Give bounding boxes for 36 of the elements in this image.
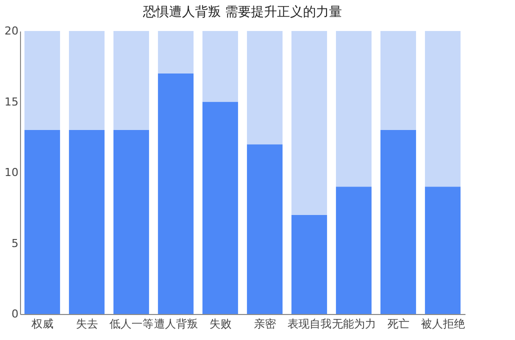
bar: [424, 186, 461, 314]
y-tick-label: 15: [4, 95, 18, 108]
x-tick-label: 亲密: [254, 318, 276, 330]
bar: [68, 31, 105, 130]
x-tick-label: 被人拒绝: [420, 318, 465, 330]
y-tick-label: 20: [4, 24, 18, 38]
bar: [246, 31, 283, 144]
y-tick-label: 0: [12, 308, 18, 320]
bar: [158, 73, 194, 314]
bar: [113, 31, 150, 130]
y-tick-label: 5: [12, 236, 18, 250]
bar: [291, 214, 328, 314]
bar: [158, 31, 194, 74]
bar: [336, 186, 372, 314]
bar: [424, 31, 461, 187]
x-tick-label: 死亡: [387, 318, 410, 330]
bar: [113, 130, 150, 314]
bar: [246, 144, 283, 314]
x-tick-label: 失去: [76, 318, 98, 330]
chart-title: 恐惧遭人背叛 需要提升正义的力量: [142, 5, 342, 20]
x-tick-label: 低人一等: [109, 318, 154, 330]
x-tick-label: 无能为力: [332, 318, 376, 330]
bar: [202, 31, 238, 102]
x-tick-label: 权威: [30, 318, 54, 330]
y-tick-label: 10: [4, 166, 18, 179]
bar: [202, 102, 238, 314]
x-tick-label: 遭人背叛: [154, 318, 198, 330]
bar: [336, 31, 372, 187]
bar: [68, 130, 105, 314]
bar: [291, 31, 328, 215]
x-tick-label: 失败: [209, 318, 232, 330]
bar: [24, 130, 60, 314]
bar: [380, 31, 416, 130]
x-tick-label: 表现自我: [287, 318, 332, 330]
bar: [24, 31, 60, 130]
bar: [380, 130, 416, 314]
